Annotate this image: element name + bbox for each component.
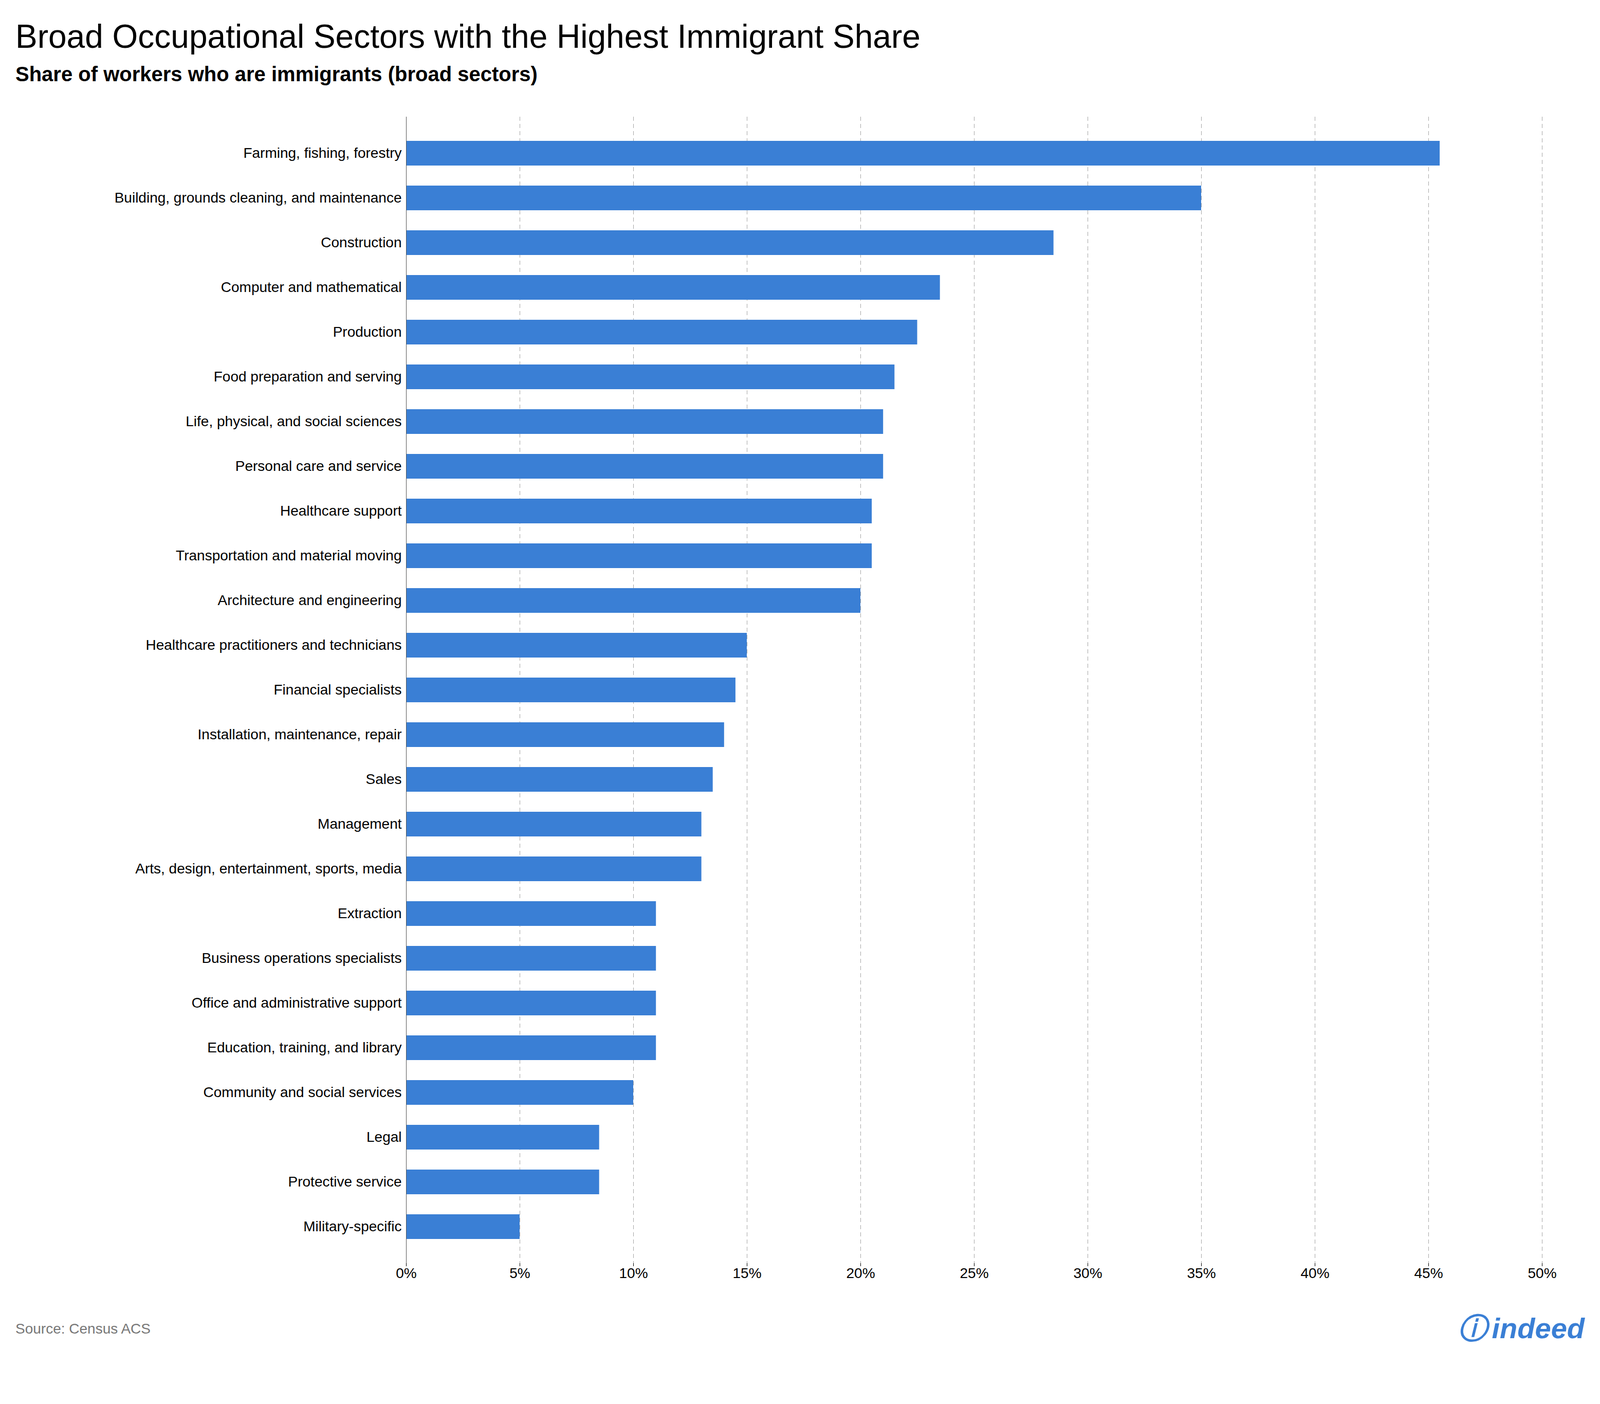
- svg-text:Transportation and material mo: Transportation and material moving: [175, 547, 402, 564]
- svg-text:Computer and mathematical: Computer and mathematical: [221, 279, 402, 296]
- html-text:Share of workers who are immig: Share of workers who are immigrants (bro…: [15, 62, 538, 86]
- svg-text:Financial specialists: Financial specialists: [273, 681, 402, 698]
- svg-text:Arts, design, entertainment, s: Arts, design, entertainment, sports, med…: [135, 860, 402, 877]
- svg-text:Protective service: Protective service: [288, 1173, 402, 1190]
- svg-text:25%: 25%: [959, 1264, 989, 1281]
- svg-text:Extraction: Extraction: [337, 905, 402, 922]
- svg-text:Building, grounds cleaning, an: Building, grounds cleaning, and maintena…: [114, 189, 402, 206]
- html-text:Source: Census ACS: Source: Census ACS: [15, 1320, 151, 1337]
- svg-text:Installation, maintenance, rep: Installation, maintenance, repair: [197, 726, 402, 743]
- svg-text:Construction: Construction: [320, 234, 402, 251]
- svg-text:Business operations specialist: Business operations specialists: [201, 949, 402, 966]
- svg-text:Life, physical, and social sci: Life, physical, and social sciences: [185, 413, 402, 430]
- html-text:ⓘ indeed: ⓘ indeed: [1457, 1311, 1585, 1345]
- svg-text:20%: 20%: [846, 1264, 875, 1281]
- svg-text:Personal care and service: Personal care and service: [235, 457, 402, 474]
- svg-text:10%: 10%: [618, 1264, 648, 1281]
- svg-text:Architecture and engineering: Architecture and engineering: [217, 592, 402, 609]
- svg-text:Community and social services: Community and social services: [203, 1083, 402, 1100]
- svg-text:Food preparation and serving: Food preparation and serving: [213, 368, 402, 385]
- html-text:Broad Occupational Sectors wit: Broad Occupational Sectors with the High…: [15, 17, 921, 55]
- svg-text:40%: 40%: [1300, 1264, 1330, 1281]
- svg-text:5%: 5%: [509, 1264, 530, 1281]
- svg-text:35%: 35%: [1186, 1264, 1216, 1281]
- svg-text:Education, training, and libra: Education, training, and library: [207, 1039, 402, 1056]
- svg-text:Farming, fishing, forestry: Farming, fishing, forestry: [243, 144, 402, 161]
- svg-text:45%: 45%: [1413, 1264, 1443, 1281]
- svg-text:Healthcare support: Healthcare support: [280, 502, 402, 519]
- svg-text:0%: 0%: [395, 1264, 417, 1281]
- svg-text:50%: 50%: [1527, 1264, 1557, 1281]
- svg-text:15%: 15%: [732, 1264, 762, 1281]
- svg-text:Production: Production: [333, 323, 402, 340]
- svg-text:Healthcare practitioners and t: Healthcare practitioners and technicians: [145, 636, 402, 653]
- svg-text:30%: 30%: [1073, 1264, 1102, 1281]
- svg-text:Sales: Sales: [365, 770, 402, 787]
- svg-text:Office and administrative supp: Office and administrative support: [191, 994, 402, 1011]
- svg-text:Management: Management: [317, 815, 402, 832]
- svg-text:Legal: Legal: [366, 1128, 402, 1145]
- svg-text:Military-specific: Military-specific: [303, 1218, 402, 1235]
